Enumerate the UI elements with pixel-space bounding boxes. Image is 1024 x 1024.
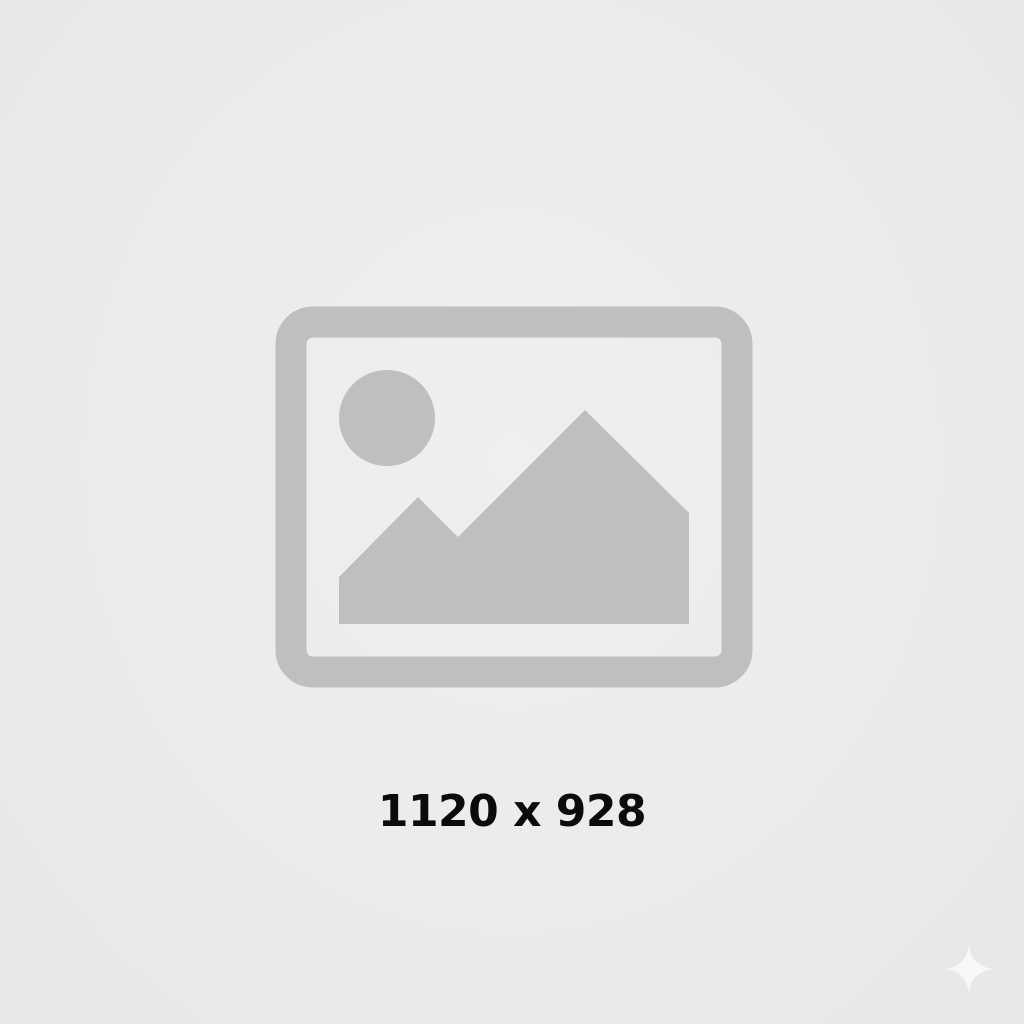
image-frame (275, 306, 753, 688)
sparkle-icon (944, 944, 994, 994)
sun-shape (339, 370, 435, 466)
dimensions-label: 1120 x 928 (377, 786, 647, 837)
mountain-shape (339, 410, 689, 624)
